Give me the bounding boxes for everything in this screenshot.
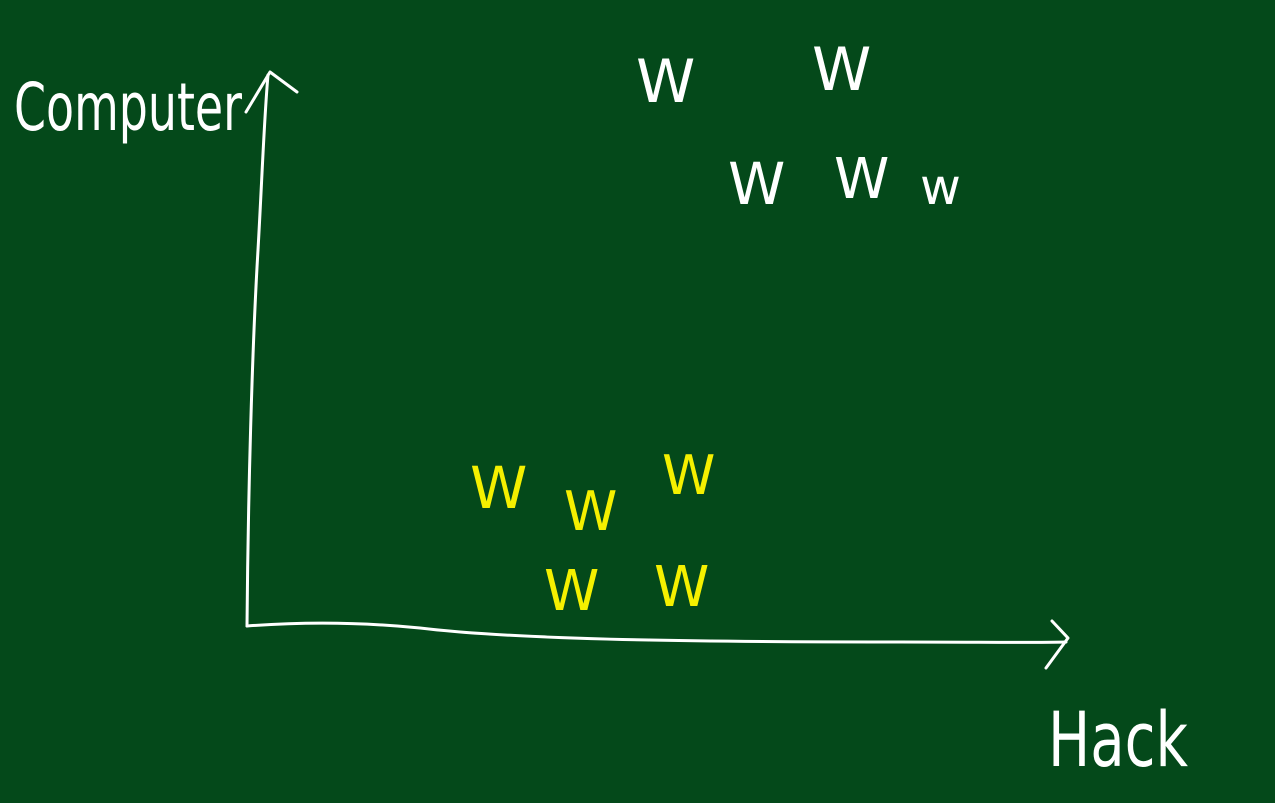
upper-mark-4: W [834,147,889,212]
upper-mark-5: w [920,158,961,216]
y-axis-label: Computer [14,69,243,146]
lower-mark-5: W [654,555,709,620]
lower-mark-1: W [470,454,527,522]
y-axis-line [245,73,270,628]
x-axis-line [245,621,1068,644]
upper-mark-1: W [636,47,695,117]
lower-cluster: W W W W W [470,444,715,624]
y-axis-arrowhead [244,70,299,114]
lower-mark-4: W [544,559,599,624]
upper-mark-2: W [812,35,871,105]
upper-cluster: W W W W w [636,35,961,218]
x-axis-arrowhead [1044,619,1070,670]
lower-mark-3: W [662,444,715,507]
upper-mark-3: W [728,150,785,218]
x-axis-label: Hack [1048,695,1188,784]
lower-mark-2: W [564,480,617,543]
